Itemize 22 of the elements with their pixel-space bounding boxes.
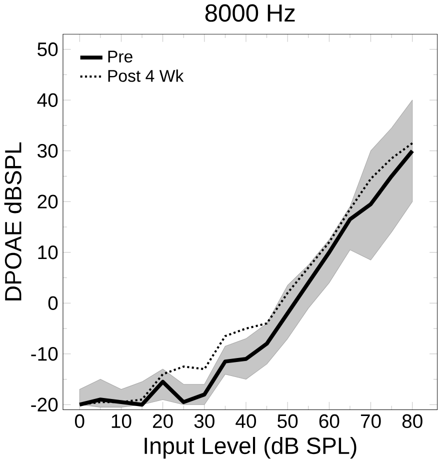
x-tick-label: 50 <box>278 414 298 428</box>
y-tick-label: 30 <box>38 144 58 158</box>
x-tick-label: 60 <box>320 414 340 428</box>
y-tick-label: 20 <box>38 194 58 208</box>
x-tick-label: 40 <box>236 414 256 428</box>
x-tick-label: 30 <box>194 414 215 428</box>
legend-label: Post 4 Wk <box>108 69 184 82</box>
x-tick-label: 70 <box>361 414 382 428</box>
x-tick-label: 10 <box>112 414 132 428</box>
legend-label: Pre <box>108 50 133 63</box>
x-tick-label: 80 <box>402 414 423 428</box>
x-tick-label: 20 <box>153 414 174 428</box>
x-tick-label: 0 <box>75 414 84 428</box>
y-tick-label: 50 <box>38 42 58 56</box>
y-tick-label: 0 <box>48 296 58 310</box>
y-tick-label: 10 <box>38 245 58 260</box>
y-tick-label: -10 <box>31 347 58 361</box>
chart-title: 8000 Hz <box>206 4 295 22</box>
y-tick-label: -20 <box>31 398 58 412</box>
x-axis-title: Input Level (dB SPL) <box>144 436 356 459</box>
y-axis-title: DPOAE dBSPL <box>4 142 22 300</box>
y-tick-label: 40 <box>37 93 58 107</box>
